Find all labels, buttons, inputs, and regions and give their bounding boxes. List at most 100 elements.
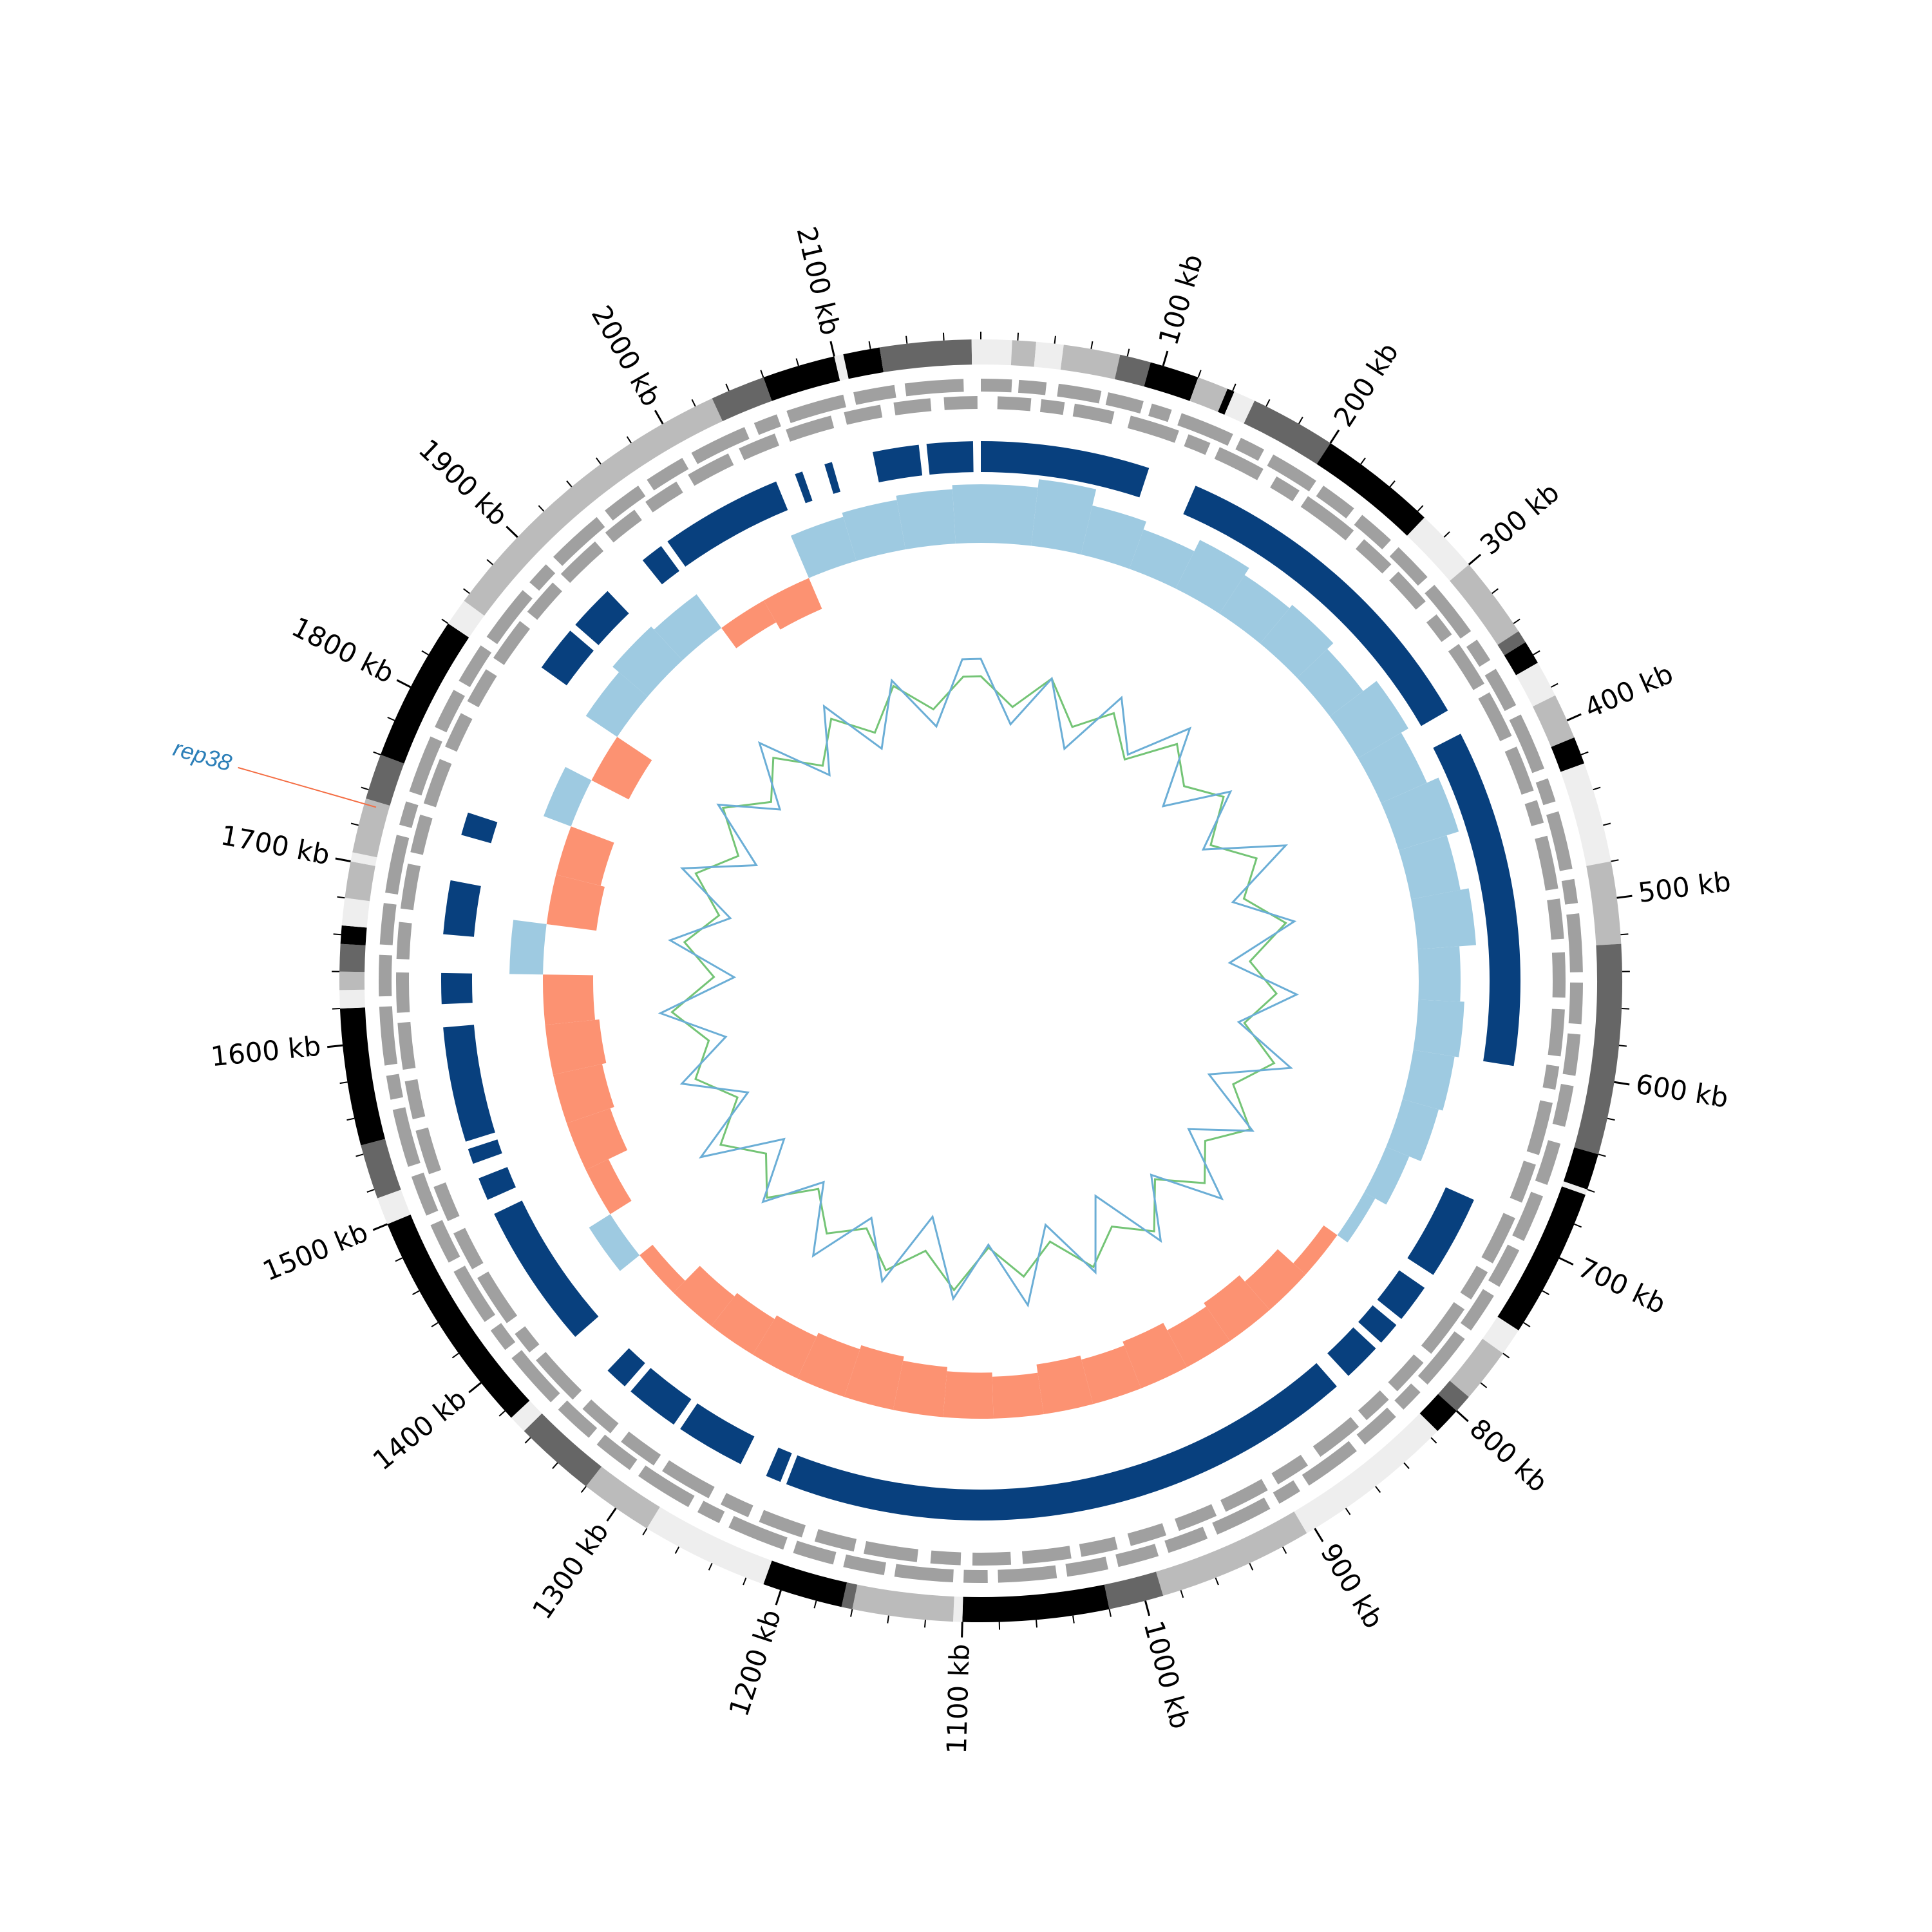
gene-reverse [1478, 692, 1512, 741]
gene-reverse [1524, 800, 1544, 826]
skew-bar [585, 672, 648, 737]
minor-tick [566, 480, 573, 488]
synteny-block [494, 1200, 599, 1337]
ideogram-band [1560, 763, 1611, 866]
gene-forward [904, 379, 964, 397]
synteny-block [478, 1167, 516, 1200]
synteny-block [1358, 1305, 1397, 1343]
gene-reverse [1551, 952, 1566, 998]
gene-reverse [423, 759, 452, 808]
minor-tick [373, 751, 381, 755]
minor-tick [1480, 1382, 1488, 1388]
minor-tick [1090, 341, 1094, 350]
skew-bar [952, 484, 981, 544]
gene-forward [1466, 639, 1491, 667]
ideogram-band [1504, 642, 1538, 676]
gene-forward [409, 736, 442, 796]
minor-tick [1036, 1620, 1038, 1628]
gene-forward [379, 1006, 398, 1066]
major-tick [1566, 713, 1582, 722]
gene-reverse [527, 582, 562, 620]
gene-reverse [1220, 1479, 1268, 1512]
gene-reverse [1270, 476, 1300, 502]
minor-tick [552, 1462, 558, 1470]
gene-reverse [1426, 614, 1452, 642]
gene-forward [1509, 714, 1544, 773]
gene-forward [379, 954, 392, 997]
gene-forward [1552, 1084, 1574, 1127]
synteny-block [441, 972, 473, 1005]
skew-bar [1411, 888, 1476, 950]
gene-forward [1177, 413, 1233, 446]
gene-reverse [1510, 1160, 1536, 1203]
gene-reverse [1127, 1523, 1167, 1546]
skew-bar [553, 1064, 614, 1124]
minor-tick [431, 1321, 439, 1328]
synteny-block [1377, 1270, 1425, 1320]
gene-forward [385, 835, 410, 895]
tick-label: 1000 kb [1137, 1617, 1196, 1732]
minor-tick [868, 341, 871, 350]
gene-forward [697, 1501, 725, 1524]
ideogram-band [971, 339, 981, 365]
skew-bar [1204, 1275, 1270, 1341]
skew-bar [546, 875, 605, 931]
ideogram-band [366, 754, 404, 806]
minor-tick [691, 399, 696, 407]
gene-reverse [739, 433, 779, 460]
skew-bar [992, 1372, 1044, 1419]
skew-bar [567, 1108, 628, 1170]
gene-forward [894, 1564, 954, 1583]
major-tick [775, 1589, 782, 1605]
minor-tick [486, 559, 493, 565]
major-tick [654, 410, 664, 424]
gene-reverse [453, 1227, 484, 1269]
minor-tick [642, 1528, 648, 1536]
gene-reverse [997, 396, 1032, 412]
major-tick [1144, 1600, 1151, 1616]
tick-label: 1800 kb [287, 611, 399, 690]
tick-label: 100 kb [1152, 251, 1209, 348]
minor-tick [1551, 683, 1558, 688]
gene-reverse [1504, 746, 1534, 795]
ideogram-band [361, 1139, 401, 1198]
ideogram-band [1218, 388, 1235, 415]
ideogram-band [1497, 631, 1526, 656]
skew-bar [544, 766, 592, 827]
minor-tick [626, 436, 632, 444]
skew-bar [589, 1214, 640, 1271]
skew-bar [1081, 1345, 1141, 1405]
minor-tick [1443, 531, 1450, 538]
synteny-block [1183, 486, 1448, 726]
gene-forward [1394, 1383, 1421, 1410]
ideogram-band [340, 925, 367, 945]
tick-label: 1500 kb [258, 1216, 372, 1287]
major-tick [1329, 430, 1340, 444]
ideogram-band [763, 356, 840, 401]
skew-bar [1031, 479, 1097, 554]
gene-forward [1488, 1244, 1520, 1287]
gene-forward [1148, 403, 1172, 422]
gene-reverse [1388, 1354, 1424, 1392]
major-tick [327, 1044, 343, 1048]
gene-reverse [477, 1271, 518, 1323]
skew-bar [1036, 1355, 1094, 1414]
minor-tick [524, 1437, 531, 1444]
ideogram-band [1586, 861, 1622, 945]
ideogram-band [1189, 377, 1228, 412]
tick-label: 1400 kb [367, 1383, 473, 1476]
gene-forward [430, 1220, 460, 1263]
minor-tick [1389, 480, 1396, 488]
gene-reverse [404, 1079, 426, 1120]
major-tick [1468, 553, 1482, 565]
minor-tick [1611, 859, 1619, 862]
gene-reverse [930, 1550, 961, 1566]
gene-forward [1105, 392, 1144, 414]
skew-bar [1297, 649, 1363, 717]
synteny-block [443, 1025, 495, 1142]
gene-reverse [844, 404, 883, 425]
gene-reverse [1300, 496, 1354, 541]
ideogram-band [1144, 362, 1198, 401]
skew-bar [1417, 946, 1461, 1002]
gene-reverse [605, 509, 642, 543]
